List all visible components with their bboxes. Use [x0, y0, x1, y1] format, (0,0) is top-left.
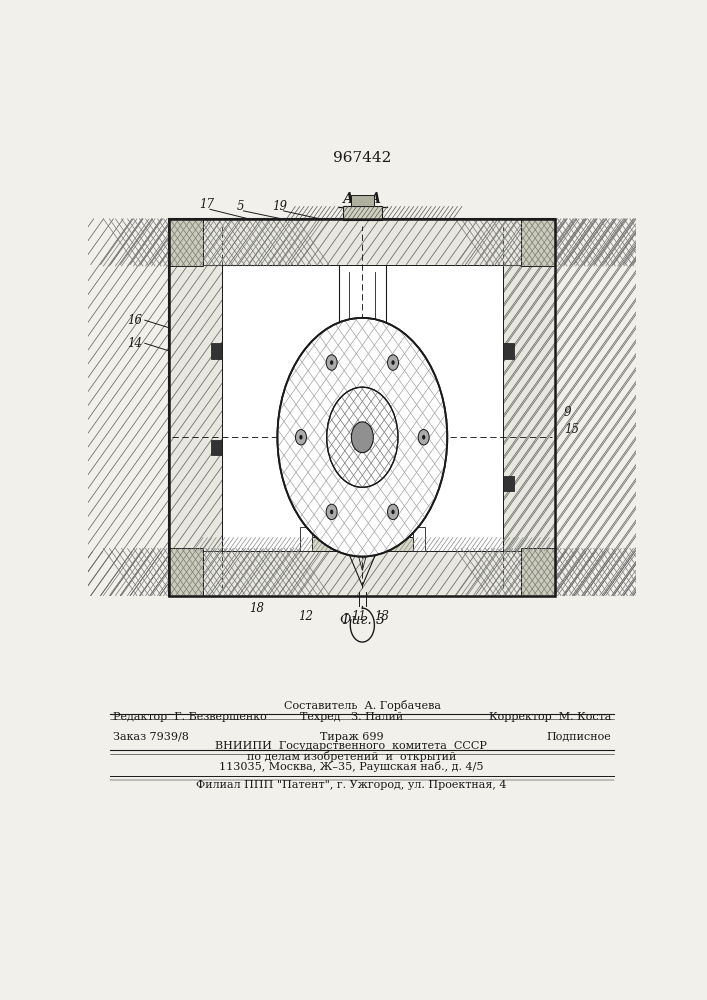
- Text: Корректор  М. Коста: Корректор М. Коста: [489, 712, 612, 722]
- Bar: [170, 551, 555, 596]
- Text: 17: 17: [199, 198, 214, 211]
- Text: 11: 11: [351, 610, 366, 623]
- Bar: [343, 206, 382, 220]
- Text: Подписное: Подписное: [547, 732, 612, 742]
- Bar: [211, 440, 221, 455]
- Bar: [521, 548, 555, 596]
- Circle shape: [330, 360, 333, 365]
- Bar: [503, 219, 555, 596]
- Bar: [521, 219, 555, 266]
- Text: Техред   З. Палий: Техред З. Палий: [300, 712, 403, 722]
- Circle shape: [277, 318, 448, 557]
- Text: Фиг. 3: Фиг. 3: [340, 613, 385, 628]
- Circle shape: [422, 435, 426, 440]
- Text: 13: 13: [374, 610, 389, 623]
- Text: А – А: А – А: [343, 192, 382, 206]
- Bar: [170, 219, 555, 265]
- Text: Составитель  А. Горбачева: Составитель А. Горбачева: [284, 700, 441, 711]
- Circle shape: [327, 387, 398, 487]
- Text: Филиал ППП "Патент", г. Ужгород, ул. Проектная, 4: Филиал ППП "Патент", г. Ужгород, ул. Про…: [196, 780, 507, 790]
- Text: Заказ 7939/8: Заказ 7939/8: [113, 732, 189, 742]
- Text: 9: 9: [564, 406, 571, 419]
- Bar: [170, 548, 204, 596]
- Bar: [300, 527, 312, 551]
- Text: 16: 16: [127, 314, 142, 327]
- Text: Редактор  Г. Безвершенко: Редактор Г. Безвершенко: [113, 712, 267, 722]
- Text: 18: 18: [249, 602, 264, 615]
- Bar: [413, 527, 425, 551]
- Text: ВНИИПИ  Государственного  комитета  СССР: ВНИИПИ Государственного комитета СССР: [216, 741, 487, 751]
- Bar: [503, 343, 514, 359]
- Circle shape: [326, 504, 337, 520]
- Bar: [170, 219, 555, 596]
- Text: 113035, Москва, Ж–35, Раушская наб., д. 4/5: 113035, Москва, Ж–35, Раушская наб., д. …: [219, 761, 484, 772]
- Bar: [351, 195, 374, 206]
- Circle shape: [392, 360, 395, 365]
- Circle shape: [387, 504, 399, 520]
- Bar: [170, 219, 221, 596]
- Circle shape: [392, 510, 395, 514]
- Bar: [170, 219, 204, 266]
- Circle shape: [387, 355, 399, 370]
- Circle shape: [330, 510, 333, 514]
- Text: 19: 19: [273, 200, 288, 213]
- Text: по делам изобретений  и  открытий: по делам изобретений и открытий: [247, 751, 456, 762]
- Text: 12: 12: [298, 610, 313, 623]
- Circle shape: [296, 430, 306, 445]
- Bar: [170, 219, 555, 596]
- Circle shape: [299, 435, 303, 440]
- Text: 15: 15: [564, 423, 579, 436]
- Circle shape: [326, 355, 337, 370]
- Bar: [211, 343, 221, 359]
- Bar: [312, 537, 413, 551]
- Circle shape: [351, 422, 373, 453]
- Text: 967442: 967442: [333, 151, 392, 165]
- Bar: [221, 265, 503, 551]
- Text: Тираж 699: Тираж 699: [320, 732, 383, 742]
- Circle shape: [419, 430, 429, 445]
- Text: 5: 5: [237, 200, 245, 213]
- Text: 14: 14: [127, 337, 142, 350]
- Bar: [503, 476, 514, 491]
